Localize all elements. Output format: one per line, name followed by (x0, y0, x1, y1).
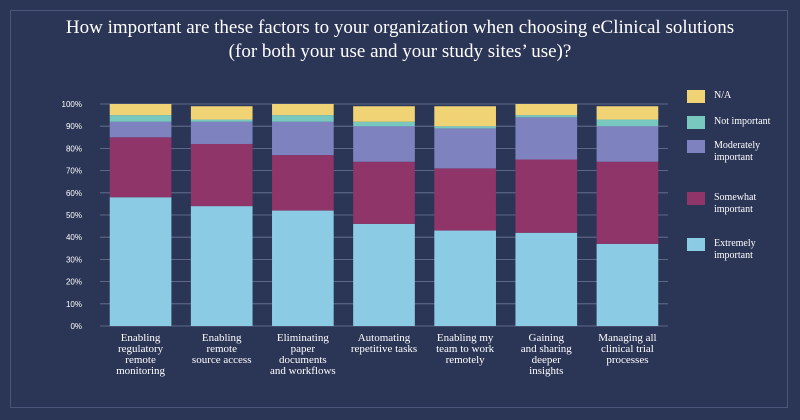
bar-segment (190, 119, 253, 122)
category-label-line: Gaining (529, 332, 565, 344)
category-label-line: source access (192, 354, 252, 366)
category-label-line: Automating (358, 332, 411, 344)
legend-label: Not important (714, 116, 789, 128)
category-label-line: and sharing (521, 343, 573, 355)
bar-segment (109, 197, 172, 326)
category-label-line: documents (279, 354, 327, 366)
chart-frame (10, 10, 788, 408)
legend-label: Moderately important (714, 140, 789, 164)
legend-label: Somewhat important (714, 192, 789, 216)
bar-segment (190, 106, 253, 120)
bar-segment (596, 126, 659, 162)
y-tick-label: 40% (66, 233, 82, 242)
category-label-line: and workflows (270, 365, 336, 377)
bar-segment (353, 106, 415, 122)
bar-segment (109, 121, 172, 138)
bar-segment (515, 159, 578, 233)
category-label-line: Eliminating (277, 332, 329, 344)
y-tick-label: 30% (66, 255, 82, 264)
legend-label-line: Somewhat (714, 192, 757, 203)
y-tick-label: 10% (66, 300, 82, 309)
bar-segment (353, 121, 415, 127)
bar-segment (109, 115, 172, 122)
category-label-line: processes (606, 354, 648, 366)
category-label-line: regulatory (118, 343, 164, 355)
y-tick-label: 20% (66, 278, 82, 287)
bar-segment (109, 137, 172, 198)
category-label: Enabling my team to work remotely (436, 332, 495, 366)
y-tick-label: 90% (66, 122, 82, 131)
bar-segment (515, 232, 578, 326)
y-tick-label: 70% (66, 167, 82, 176)
legend-swatch (687, 116, 705, 129)
category-label-line: paper (291, 343, 316, 355)
chart-title: How important are these factors to your … (0, 16, 800, 64)
y-tick-label: 0% (70, 322, 82, 331)
bar-segment (109, 104, 172, 116)
bar-segment (515, 117, 578, 160)
bar-segment (596, 161, 659, 244)
category-label-line: repetitive tasks (351, 343, 417, 355)
category-label-line: monitoring (116, 365, 165, 377)
bar-segment (353, 161, 415, 224)
y-tick-label: 60% (66, 189, 82, 198)
category-label: Enabling regulatory remote monitoring (116, 332, 165, 377)
category-label-line: Enabling (121, 332, 161, 344)
chart-title-line-2: (for both your use and your study sites’… (228, 41, 572, 62)
legend-label: N/A (714, 90, 789, 102)
bar-segment (190, 143, 253, 207)
bar-segment (596, 106, 659, 120)
bar-segment (353, 223, 415, 326)
category-label-line: Managing all (598, 332, 656, 344)
category-label: Eliminating paper documents and workflows (270, 332, 336, 377)
category-label-line: Enabling (202, 332, 242, 344)
bar-segment (353, 126, 415, 162)
legend-label-line: Extremely (714, 238, 756, 249)
bar-segment (190, 121, 253, 144)
category-label-line: remotely (446, 354, 486, 366)
legend-label-line: N/A (714, 90, 732, 101)
category-label: Automating repetitive tasks (351, 332, 417, 355)
legend-swatch (687, 90, 705, 103)
y-tick-label: 80% (66, 144, 82, 153)
legend-swatch (687, 140, 705, 153)
category-label-line: deeper (532, 354, 562, 366)
legend-label-line: Moderately (714, 140, 761, 151)
legend-swatch (687, 238, 705, 251)
category-label-line: insights (529, 365, 563, 377)
category-label: Managing all clinical trial processes (598, 332, 656, 366)
legend-label-line: important (714, 152, 753, 163)
bar-segment (434, 168, 496, 231)
bar-segment (434, 106, 496, 127)
bar-segment (515, 115, 578, 118)
bar-segment (515, 104, 578, 116)
bar-segment (190, 206, 253, 326)
category-label-line: remote (125, 354, 156, 366)
legend-swatch (687, 192, 705, 205)
bar-segment (272, 121, 334, 156)
category-label: Enabling remote source access (192, 332, 252, 366)
bar-segment (434, 128, 496, 169)
bar-segment (272, 155, 334, 211)
bar-segment (596, 243, 659, 326)
category-label-line: remote (206, 343, 237, 355)
legend-label-line: important (714, 250, 753, 261)
y-tick-label: 100% (62, 100, 82, 109)
bar-segment (272, 104, 334, 116)
category-label: Gaining and sharing deeper insights (521, 332, 573, 377)
bar-segment (434, 230, 496, 326)
bar-segment (272, 210, 334, 326)
category-label-line: team to work (436, 343, 495, 355)
legend-label: Extremely important (714, 238, 789, 262)
bar-segment (272, 115, 334, 122)
bar-segment (434, 126, 496, 129)
chart-title-line-1: How important are these factors to your … (65, 17, 735, 38)
legend-label-line: Not important (714, 116, 771, 127)
y-tick-label: 50% (66, 211, 82, 220)
category-label-line: Enabling my (437, 332, 494, 344)
category-label-line: clinical trial (601, 343, 654, 355)
bar-segment (596, 119, 659, 127)
legend-label-line: important (714, 204, 753, 215)
